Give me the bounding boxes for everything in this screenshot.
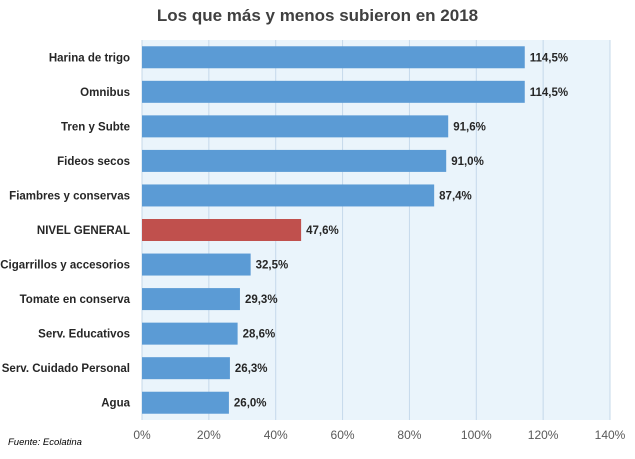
- bar: [142, 80, 525, 103]
- x-tick-label: 20%: [197, 428, 221, 442]
- x-tick-label: 60%: [331, 428, 355, 442]
- data-label: 91,0%: [451, 156, 484, 168]
- data-label: 26,0%: [234, 398, 267, 410]
- x-tick-label: 80%: [397, 428, 421, 442]
- category-label: Tomate en conserva: [20, 294, 131, 306]
- bar: [142, 184, 435, 207]
- data-label: 28,6%: [243, 329, 276, 341]
- data-label: 29,3%: [245, 294, 278, 306]
- x-tick-label: 40%: [264, 428, 288, 442]
- bar: [142, 322, 238, 345]
- data-label: 32,5%: [256, 260, 289, 272]
- data-label: 47,6%: [306, 225, 339, 237]
- category-label: Serv. Educativos: [38, 329, 130, 341]
- category-label: Tren y Subte: [61, 121, 130, 133]
- category-label: Agua: [101, 398, 130, 410]
- x-tick-label: 120%: [528, 428, 559, 442]
- source-note: Fuente: Ecolatina: [8, 437, 82, 448]
- bar: [142, 253, 251, 276]
- labels: Harina de trigo 114,5% Omnibus 114,5% Tren y…: [0, 52, 568, 409]
- data-label: 26,3%: [235, 363, 268, 375]
- category-label: Cigarrillos y accesorios: [0, 260, 130, 272]
- bar: [142, 115, 449, 138]
- category-label: Fiambres y conservas: [9, 190, 130, 202]
- bar: [142, 357, 230, 380]
- data-label: 114,5%: [530, 87, 568, 99]
- bar: [142, 219, 302, 241]
- data-label: 91,6%: [453, 121, 486, 133]
- data-label: 114,5%: [530, 52, 568, 64]
- category-label: Omnibus: [80, 87, 130, 99]
- category-label: Serv. Cuidado Personal: [2, 363, 130, 375]
- bar: [142, 288, 240, 311]
- data-label: 87,4%: [439, 190, 472, 202]
- x-tick-label: 100%: [461, 428, 492, 442]
- category-label: Fideos secos: [57, 156, 130, 168]
- bar: [142, 46, 525, 69]
- x-axis-ticks: 0% 20% 40% 60% 80% 100% 120% 140%: [133, 428, 625, 442]
- bar: [142, 149, 447, 172]
- x-tick-label: 140%: [595, 428, 626, 442]
- category-label: Harina de trigo: [49, 52, 130, 64]
- bar: [142, 391, 229, 414]
- x-tick-label: 0%: [133, 428, 151, 442]
- category-label: NIVEL GENERAL: [37, 225, 130, 237]
- bars: [142, 46, 525, 414]
- chart-title: Los que más y menos subieron en 2018: [156, 6, 479, 25]
